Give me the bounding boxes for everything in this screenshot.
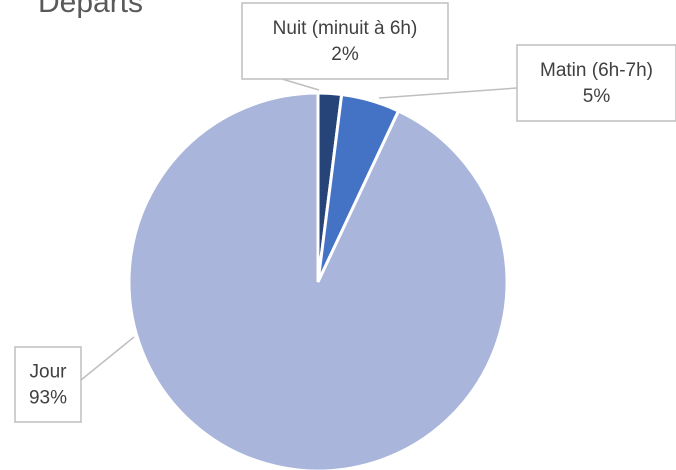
callout-box	[241, 2, 449, 80]
pie-slices	[127, 91, 509, 470]
pie-slice-3	[127, 91, 509, 470]
data-labels: Nuit (minuit à 6h) 2% Matin (6h-7h) 5% Jour 9…	[14, 2, 676, 423]
slice-value-label: 2%	[331, 44, 359, 65]
slice-category-label: Nuit (minuit à 6h)	[273, 18, 418, 39]
chart-title: Départs	[38, 0, 143, 19]
leader-line	[281, 78, 320, 91]
leader-line	[80, 336, 135, 381]
slice-value-label: 5%	[583, 86, 611, 107]
data-label-3: Jour 93%	[14, 336, 135, 423]
slice-category-label: Matin (6h-7h)	[540, 60, 653, 81]
callout-box	[516, 44, 676, 122]
callout-box	[14, 346, 82, 423]
slice-value-label: 93%	[29, 388, 67, 409]
data-label-1: Nuit (minuit à 6h) 2%	[241, 2, 449, 91]
data-label-2: Matin (6h-7h) 5%	[378, 44, 676, 122]
leader-line	[378, 87, 518, 99]
slice-category-label: Jour	[30, 362, 68, 383]
